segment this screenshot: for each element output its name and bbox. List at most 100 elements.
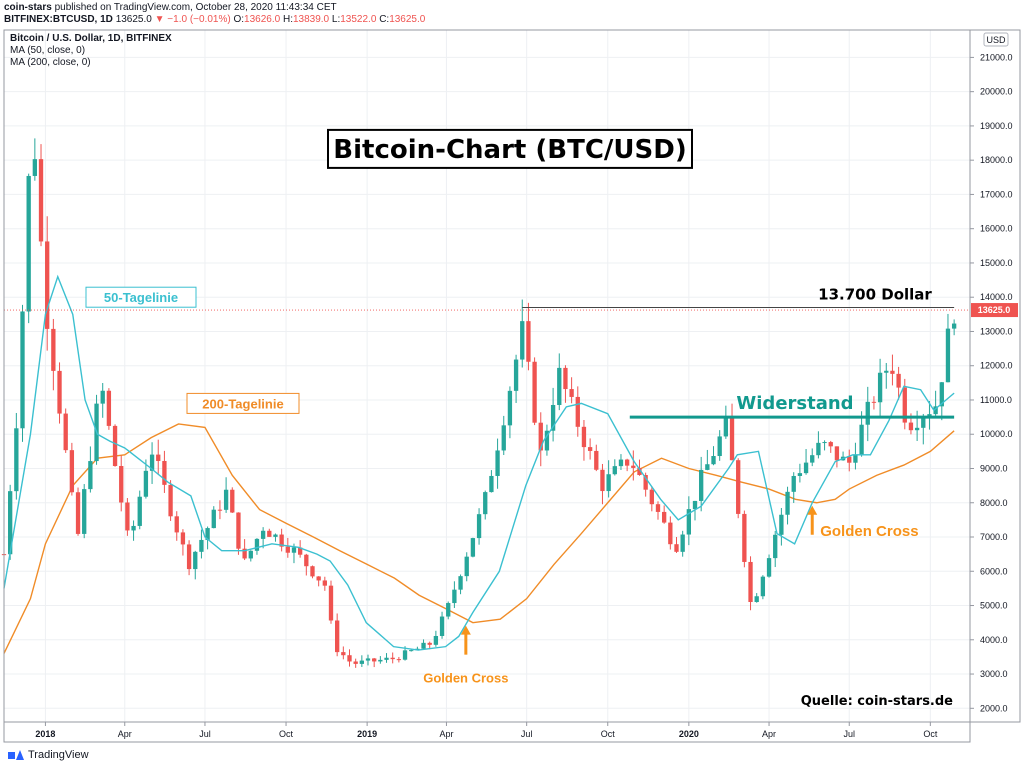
candle-body bbox=[822, 442, 827, 444]
axes: 2000.0 3000.0 4000.0 5000.0 6000.0 7000.0 8000… bbox=[3, 29, 1021, 743]
candle-body bbox=[174, 516, 179, 533]
candle-body bbox=[322, 580, 327, 586]
candle-body bbox=[186, 544, 192, 570]
x-tick-label: 2020 bbox=[679, 729, 699, 739]
price-level-label: 13.700 Dollar bbox=[818, 285, 932, 303]
candle-body bbox=[291, 547, 297, 553]
candle-body bbox=[328, 585, 334, 621]
candle-body bbox=[310, 566, 315, 577]
candle-body bbox=[304, 554, 309, 567]
candle-body bbox=[581, 426, 587, 448]
candle-body bbox=[773, 534, 778, 559]
y-axis-frame bbox=[969, 29, 1021, 723]
candle-body bbox=[446, 603, 451, 617]
legend-ma200[interactable]: MA (200, close, 0) bbox=[10, 57, 91, 68]
publish-header: coin-stars published on TradingView.com,… bbox=[4, 2, 425, 26]
y-tick-label: 6000.0 bbox=[980, 566, 1008, 576]
candle-body bbox=[594, 450, 599, 470]
candle-body bbox=[347, 655, 352, 662]
candle-body bbox=[699, 469, 704, 501]
candle-body bbox=[766, 558, 772, 577]
candle-body bbox=[736, 460, 741, 514]
golden-cross-2-label: Golden Cross bbox=[820, 523, 918, 540]
candle-body bbox=[402, 650, 408, 660]
high-label: H: bbox=[282, 14, 293, 25]
candle-body bbox=[914, 427, 920, 431]
candle-body bbox=[871, 401, 877, 403]
candle-body bbox=[439, 616, 445, 636]
y-tick-label: 21000.0 bbox=[980, 52, 1013, 62]
candle-body bbox=[779, 514, 784, 535]
candle-body bbox=[951, 323, 957, 329]
candle-body bbox=[69, 450, 75, 493]
candle-body bbox=[748, 561, 753, 603]
candle-body bbox=[606, 474, 611, 492]
candle-body bbox=[538, 422, 543, 451]
legend-ma50[interactable]: MA (50, close, 0) bbox=[10, 45, 86, 56]
y-tick-label: 17000.0 bbox=[980, 189, 1013, 199]
indicator-legend: Bitcoin / U.S. Dollar, 1D, BITFINEX MA (… bbox=[10, 33, 172, 69]
candle-body bbox=[902, 387, 907, 423]
x-tick-label: 2019 bbox=[357, 729, 377, 739]
candle-body bbox=[464, 556, 469, 577]
candle-body bbox=[353, 661, 358, 664]
candle-body bbox=[526, 321, 531, 362]
candle-body bbox=[254, 538, 260, 551]
candle-body bbox=[476, 514, 482, 539]
candle-body bbox=[908, 422, 914, 431]
candle-body bbox=[82, 489, 87, 534]
candle-body bbox=[507, 390, 513, 426]
candle-body bbox=[131, 525, 136, 531]
high-value: 13839.0 bbox=[292, 14, 330, 25]
x-tick-label: Apr bbox=[762, 729, 776, 739]
price-change: ▼ −1.0 (−0.01%) bbox=[154, 14, 231, 25]
current-price: 13625.0 bbox=[115, 14, 152, 25]
candle-body bbox=[668, 522, 673, 545]
candle-body bbox=[816, 442, 821, 456]
candle-body bbox=[550, 404, 556, 431]
candle-body bbox=[217, 509, 223, 511]
candle-body bbox=[637, 467, 642, 476]
candle-body bbox=[470, 538, 476, 557]
y-tick-label: 20000.0 bbox=[980, 87, 1013, 97]
y-tick-label: 3000.0 bbox=[980, 669, 1008, 679]
candle-body bbox=[45, 241, 50, 329]
candle-body bbox=[297, 547, 303, 555]
low-value: 13522.0 bbox=[340, 14, 377, 25]
candle-body bbox=[921, 418, 926, 428]
y-tick-label: 10000.0 bbox=[980, 429, 1013, 439]
candle-body bbox=[390, 657, 395, 660]
ohlc-line: BITFINEX:BTCUSD, 1D 13625.0 ▼ −1.0 (−0.0… bbox=[4, 14, 425, 26]
y-tick-label: 11000.0 bbox=[980, 395, 1012, 405]
publisher-name[interactable]: coin-stars bbox=[4, 2, 52, 13]
candle-body bbox=[156, 454, 161, 461]
candle-body bbox=[211, 509, 216, 529]
candle-body bbox=[810, 455, 815, 463]
candle-body bbox=[273, 534, 278, 537]
candle-body bbox=[433, 635, 439, 645]
y-tick-label: 15000.0 bbox=[980, 258, 1013, 268]
low-label: L: bbox=[331, 14, 341, 25]
x-tick-label: Jul bbox=[199, 729, 211, 739]
open-value: 13626.0 bbox=[244, 14, 281, 25]
candle-body bbox=[112, 425, 118, 466]
legend-symbol[interactable]: Bitcoin / U.S. Dollar, 1D, BITFINEX bbox=[10, 33, 172, 44]
candle-body bbox=[359, 660, 365, 664]
x-tick-label: Oct bbox=[923, 729, 938, 739]
candle-body bbox=[205, 528, 210, 540]
tradingview-logo-icon bbox=[8, 750, 24, 760]
candle-body bbox=[680, 534, 685, 552]
ma200-label-box bbox=[186, 392, 300, 414]
candle-body bbox=[760, 576, 766, 597]
last-price-tag bbox=[971, 303, 1018, 318]
candle-body bbox=[791, 475, 796, 492]
tradingview-footer[interactable]: TradingView bbox=[8, 749, 89, 761]
resistance-label: Widerstand bbox=[736, 393, 853, 414]
candle-body bbox=[20, 311, 25, 429]
candle-body bbox=[513, 359, 519, 391]
ma50-polyline bbox=[3, 274, 955, 651]
candle-body bbox=[532, 361, 537, 423]
tradingview-brand: TradingView bbox=[28, 749, 89, 761]
candle-body bbox=[427, 642, 432, 645]
